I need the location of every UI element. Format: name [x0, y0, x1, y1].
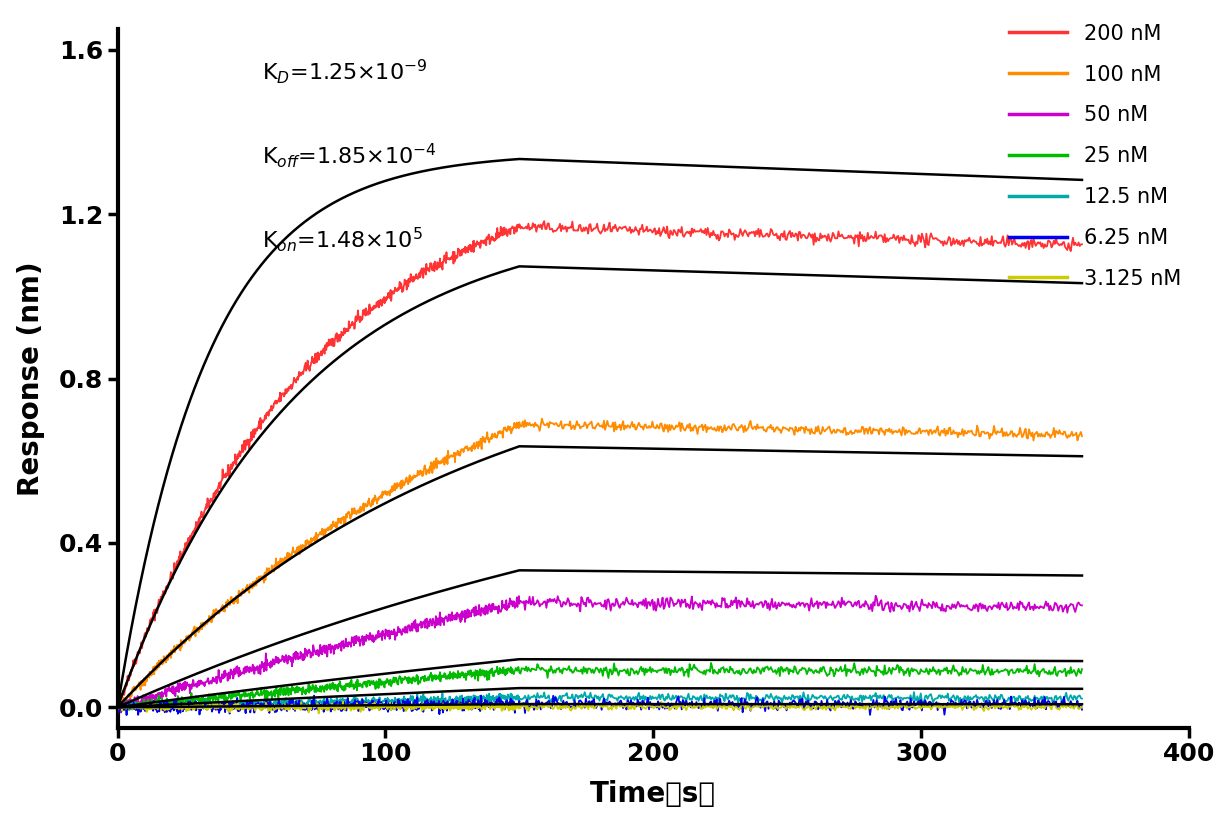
- Legend: 200 nM, 100 nM, 50 nM, 25 nM, 12.5 nM, 6.25 nM, 3.125 nM: 200 nM, 100 nM, 50 nM, 25 nM, 12.5 nM, 6…: [1000, 16, 1189, 297]
- Y-axis label: Response (nm): Response (nm): [17, 262, 44, 496]
- X-axis label: Time（s）: Time（s）: [590, 780, 716, 808]
- Text: K$_{on}$=1.48×10$^{5}$: K$_{on}$=1.48×10$^{5}$: [262, 225, 423, 254]
- Text: K$_D$=1.25×10$^{-9}$: K$_D$=1.25×10$^{-9}$: [262, 57, 428, 86]
- Text: K$_{off}$=1.85×10$^{-4}$: K$_{off}$=1.85×10$^{-4}$: [262, 141, 437, 170]
